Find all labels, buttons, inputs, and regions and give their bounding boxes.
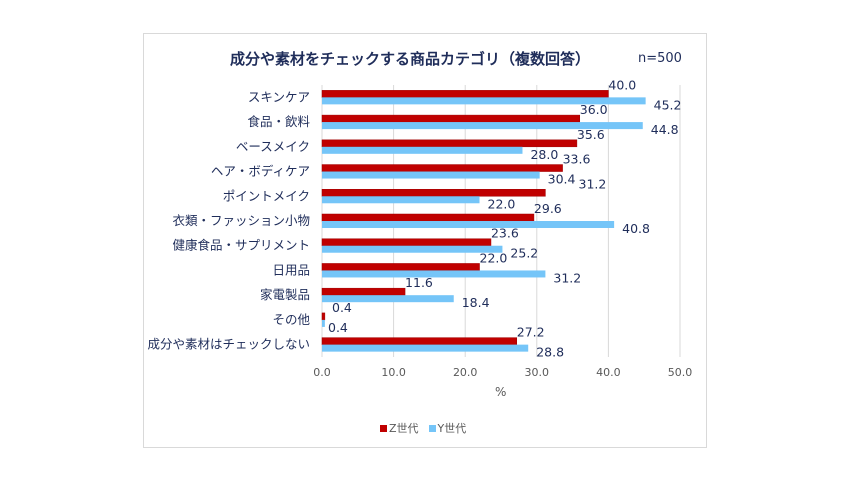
- bar-y: [322, 295, 454, 303]
- data-label: 36.0: [580, 102, 608, 117]
- legend-label-z: Z世代: [389, 422, 419, 435]
- legend: Z世代 Y世代: [380, 420, 466, 436]
- category-label: ポイントメイク: [223, 188, 310, 203]
- data-label: 30.4: [548, 172, 576, 187]
- chart-title: 成分や素材をチェックする商品カテゴリ（複数回答）: [230, 50, 591, 68]
- legend-item-y: Y世代: [428, 420, 467, 436]
- bar-z: [321, 337, 518, 345]
- data-label: 45.2: [654, 97, 682, 112]
- x-axis-label: %: [495, 385, 507, 399]
- x-tick-label: 20.0: [453, 366, 478, 379]
- category-label: 成分や素材はチェックしない: [147, 337, 310, 352]
- x-tick-label: 50.0: [668, 366, 693, 379]
- bar-z: [321, 312, 326, 321]
- bar-y: [322, 221, 615, 228]
- bar-y: [322, 146, 523, 154]
- chart-frame: [143, 33, 707, 448]
- bar-z: [321, 189, 546, 197]
- category-label: その他: [272, 312, 310, 327]
- data-label: 29.6: [534, 201, 562, 216]
- data-label: 28.0: [530, 147, 558, 162]
- bar-z: [321, 287, 406, 296]
- sample-size: n=500: [638, 51, 682, 66]
- data-label: 31.2: [579, 176, 607, 191]
- x-tick-label: 10.0: [381, 366, 406, 379]
- data-label: 25.2: [510, 246, 538, 261]
- x-tick-label: 0.0: [313, 366, 331, 379]
- legend-label-y: Y世代: [437, 422, 467, 435]
- bar-y: [322, 122, 643, 130]
- data-label: 35.6: [577, 127, 605, 142]
- x-tick-label: 40.0: [596, 366, 621, 379]
- data-label: 40.0: [608, 77, 636, 92]
- data-label: 44.8: [651, 122, 679, 137]
- x-tick-label: 30.0: [525, 366, 550, 379]
- data-label: 23.6: [491, 226, 519, 241]
- category-label: スキンケア: [248, 89, 310, 104]
- category-label: 家電製品: [260, 287, 310, 302]
- category-label: 食品・飲料: [247, 114, 310, 129]
- data-label: 27.2: [517, 325, 545, 340]
- category-label: 衣類・ファッション小物: [172, 213, 310, 228]
- data-label: 22.0: [488, 196, 516, 211]
- bar-y: [322, 97, 646, 105]
- bar-y: [322, 270, 546, 278]
- data-label: 33.6: [563, 152, 591, 167]
- data-label: 0.4: [328, 320, 348, 335]
- bar-z: [321, 90, 609, 98]
- category-label: 日用品: [272, 262, 310, 277]
- bar-y: [322, 245, 503, 253]
- bar-z: [321, 114, 581, 123]
- bar-z: [321, 139, 578, 148]
- data-label: 11.6: [405, 275, 433, 290]
- category-label: 健康食品・サプリメント: [172, 238, 310, 253]
- legend-swatch-z: [380, 425, 387, 432]
- bar-y: [322, 344, 529, 352]
- bar-z: [321, 213, 535, 222]
- data-label: 31.2: [553, 270, 581, 285]
- bar-y: [322, 319, 325, 327]
- bar-z: [321, 263, 480, 271]
- legend-item-z: Z世代: [380, 420, 419, 436]
- data-label: 0.4: [332, 300, 352, 315]
- data-label: 18.4: [462, 295, 490, 310]
- legend-swatch-y: [428, 425, 436, 432]
- bar-z: [321, 164, 563, 172]
- bar-z: [321, 238, 492, 246]
- category-label: ベースメイク: [236, 139, 310, 154]
- bar-y: [322, 171, 540, 179]
- data-label: 40.8: [622, 221, 650, 236]
- category-label: ヘア・ボディケア: [211, 164, 310, 179]
- data-label: 28.8: [536, 345, 564, 360]
- bar-y: [322, 196, 480, 204]
- data-label: 22.0: [480, 250, 508, 265]
